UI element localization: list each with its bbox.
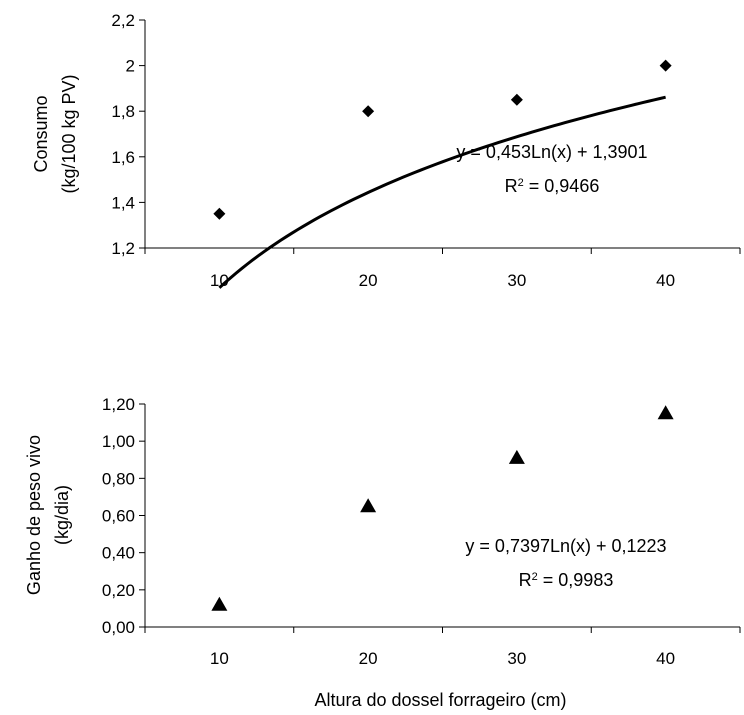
- trendline-equation: y = 0,7397Ln(x) + 0,1223: [465, 536, 666, 556]
- y-tick-label: 0,40: [102, 544, 135, 563]
- data-point-diamond: [362, 105, 375, 118]
- y-axis-title: (kg/dia): [52, 485, 72, 545]
- y-axis-title: (kg/100 kg PV): [59, 74, 79, 193]
- y-tick-label: 0,00: [102, 618, 135, 637]
- y-tick-label: 1,6: [111, 148, 135, 167]
- chart-2: 0,00 0,20 0,40 0,60 0,80 1,00 1,20 10 20 30 40 Ganh…: [24, 95, 741, 710]
- y-tick-label: 1,20: [102, 395, 135, 414]
- y-tick-label: 0,60: [102, 507, 135, 526]
- data-point-diamond: [659, 59, 672, 72]
- y-axis-title: Consumo: [31, 95, 51, 172]
- data-point-diamond: [213, 207, 226, 220]
- y-tick-label: 2,2: [111, 11, 135, 30]
- trendline: [218, 95, 666, 289]
- y-tick-label: 0,80: [102, 469, 135, 488]
- y-axis-title: Ganho de peso vivo: [24, 435, 44, 595]
- x-axis-title: Altura do dossel forrageiro (cm): [314, 690, 566, 710]
- x-tick-label: 40: [656, 271, 675, 290]
- r-squared-label: R2 = 0,9466: [505, 176, 600, 196]
- r-squared-label: R2 = 0,9983: [519, 570, 614, 590]
- y-tick-label: 0,20: [102, 581, 135, 600]
- x-tick-label: 20: [359, 271, 378, 290]
- y-tick-label: 1,00: [102, 432, 135, 451]
- x-tick-label: 30: [507, 649, 526, 668]
- data-point-triangle: [508, 449, 525, 464]
- data-point-triangle: [657, 405, 674, 420]
- data-point-triangle: [211, 596, 228, 611]
- data-point-triangle: [360, 498, 377, 513]
- data-point-diamond: [510, 93, 523, 106]
- x-tick-label: 10: [210, 649, 229, 668]
- y-tick-label: 1,4: [111, 193, 135, 212]
- x-tick-label: 20: [359, 649, 378, 668]
- y-tick-label: 1,8: [111, 102, 135, 121]
- trendline-equation: y = 0,453Ln(x) + 1,3901: [456, 142, 647, 162]
- y-tick-label: 1,2: [111, 239, 135, 258]
- y-tick-label: 2: [126, 57, 135, 76]
- x-tick-label: 40: [656, 649, 675, 668]
- x-tick-label: 30: [507, 271, 526, 290]
